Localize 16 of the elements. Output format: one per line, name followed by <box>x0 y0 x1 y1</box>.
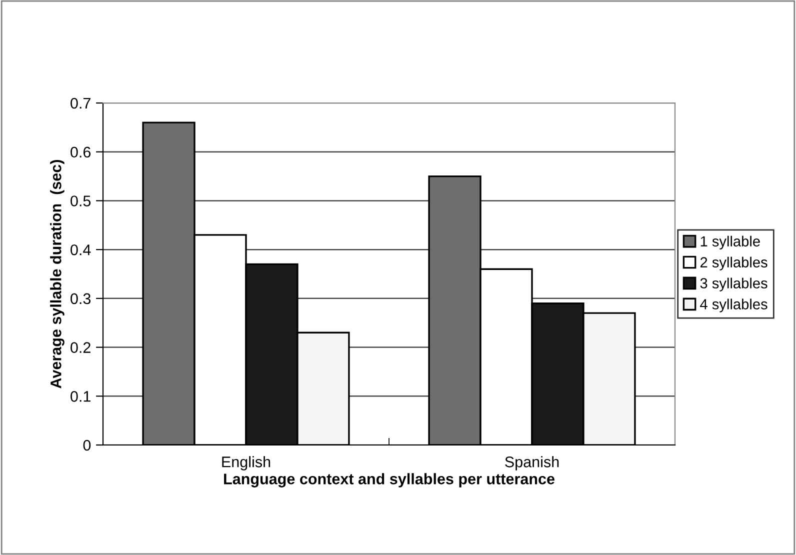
x-tick-label: Spanish <box>505 456 559 470</box>
y-tick-label: 0.3 <box>70 293 91 304</box>
y-tick-label: 0.1 <box>70 391 90 402</box>
legend-label: 1 syllable <box>700 236 760 250</box>
y-tick-label: 0.4 <box>70 244 91 256</box>
y-tick-label: 0.7 <box>70 98 90 109</box>
y-tick-label: 0 <box>83 440 91 451</box>
legend-label: 3 syllables <box>700 278 768 292</box>
x-axis-title: Language context and syllables per utterance <box>224 473 554 488</box>
y-axis-title: Average syllable duration (sec) <box>50 160 64 388</box>
y-tick-label: 0.6 <box>70 146 91 158</box>
x-tick-label: English <box>222 456 270 470</box>
legend-label: 2 syllables <box>700 256 768 270</box>
legend-label: 4 syllables <box>700 298 768 312</box>
y-tick-label: 0.5 <box>70 196 91 206</box>
y-tick-label: 0.2 <box>70 342 90 353</box>
